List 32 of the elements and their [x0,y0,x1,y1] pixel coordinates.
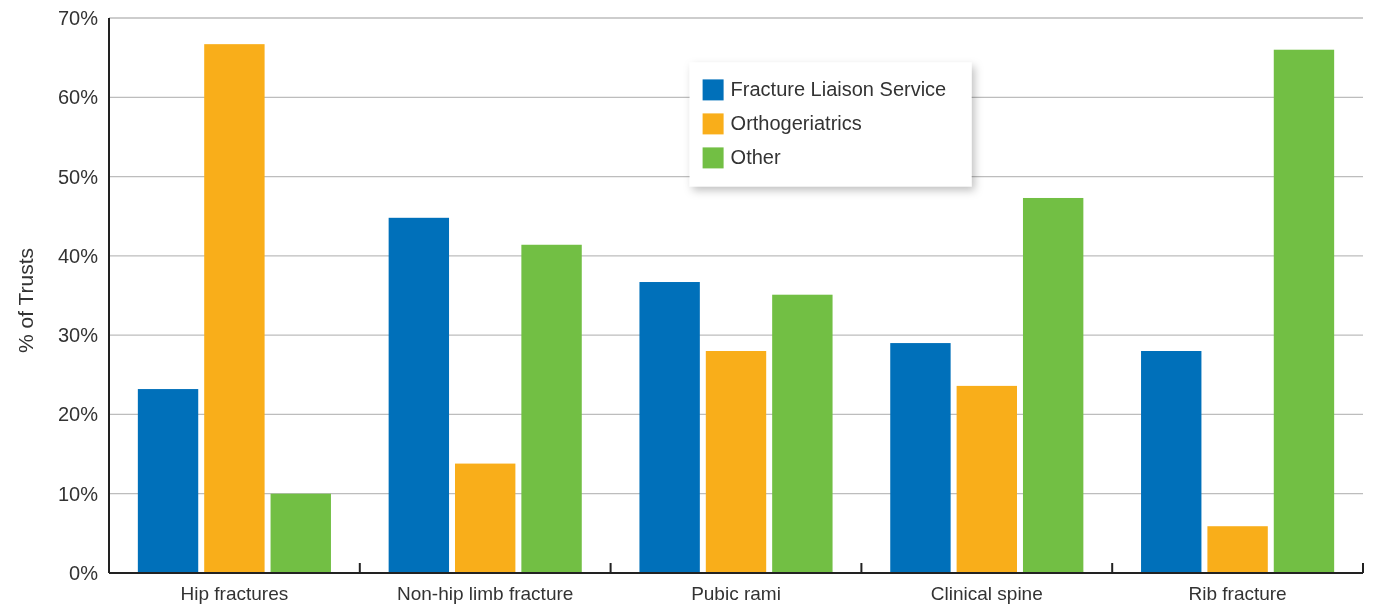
bar [1022,197,1084,573]
y-axis-title: % of Trusts [14,247,37,354]
bar [1273,49,1335,573]
legend-label: Other [730,146,781,169]
y-tick-label: 30% [57,324,99,347]
bar [388,217,450,573]
y-tick-label: 10% [57,482,99,505]
legend-label: Fracture Liaison Service [730,78,947,101]
bar [772,294,833,573]
x-tick-label: Clinical spine [930,583,1043,604]
x-tick-label: Rib fracture [1188,583,1287,604]
x-tick-label: Hip fractures [180,583,289,604]
bar [890,343,951,573]
y-tick-label: 70% [57,7,99,29]
y-tick-label: 40% [57,244,99,267]
y-tick-label: 20% [57,403,99,426]
bar [270,493,331,573]
bar [455,463,516,573]
y-tick-label: 0% [69,562,99,584]
bar [521,244,582,573]
x-tick-label: Pubic rami [691,583,781,604]
bar [705,351,767,573]
bar [137,389,199,573]
x-tick-label: Non-hip limb fracture [397,583,574,604]
bar [956,385,1017,573]
y-tick-label: 50% [57,165,99,188]
bar [1141,351,1202,573]
bar [204,44,265,573]
y-tick-label: 60% [57,86,99,109]
legend-label: Orthogeriatrics [730,112,862,135]
bar [1207,526,1268,573]
bar [639,282,700,573]
